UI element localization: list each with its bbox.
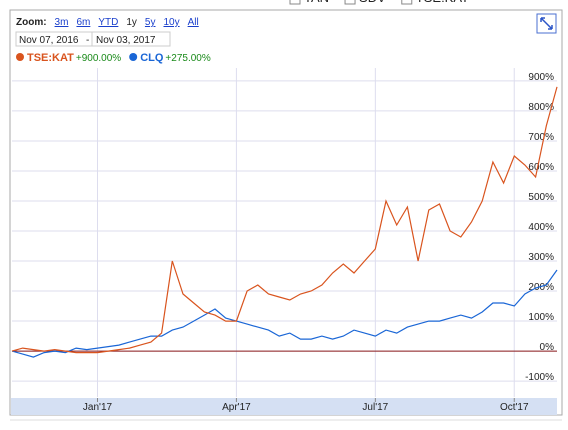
legend-change: +900.00% (76, 53, 121, 64)
zoom-option[interactable]: 10y (163, 17, 179, 28)
y-tick-label: 600% (528, 162, 554, 173)
symbol-checkbox[interactable] (401, 0, 413, 5)
x-tick-label: Oct'17 (500, 402, 529, 413)
x-tick-label: Apr'17 (222, 402, 251, 413)
y-tick-label: 700% (528, 132, 554, 143)
legend-marker (16, 53, 24, 61)
legend-label: CLQ (140, 52, 164, 64)
navigator (11, 398, 557, 415)
x-tick-label: Jul'17 (362, 402, 388, 413)
legend-change: +275.00% (165, 53, 210, 64)
symbol-label: TAN (304, 0, 329, 5)
expand-icon (540, 17, 553, 30)
legend-label: TSE:KAT (27, 52, 74, 64)
zoom-option[interactable]: 3m (55, 17, 69, 28)
y-tick-label: 800% (528, 102, 554, 113)
legend-marker (129, 53, 138, 61)
zoom-option[interactable]: All (188, 17, 199, 28)
symbol-label: SDV (359, 0, 386, 5)
y-tick-label: 300% (528, 252, 554, 263)
y-tick-label: 500% (528, 192, 554, 203)
y-tick-label: 400% (528, 222, 554, 233)
y-tick-label: 0% (540, 342, 555, 353)
symbol-checkbox[interactable] (289, 0, 301, 5)
symbol-checkbox[interactable] (344, 0, 356, 5)
zoom-option[interactable]: 1y (126, 17, 137, 28)
series-line (11, 86, 558, 354)
y-tick-label: 200% (528, 282, 554, 293)
zoom-label: Zoom: (16, 17, 47, 28)
series-line (11, 269, 558, 358)
y-tick-label: -100% (525, 372, 554, 383)
frame (9, 9, 563, 416)
y-tick-label: 900% (528, 72, 554, 83)
x-tick-label: Jan'17 (83, 402, 113, 413)
zoom-option[interactable]: YTD (98, 17, 118, 28)
y-tick-label: 100% (528, 312, 554, 323)
end-date-box[interactable] (91, 31, 171, 47)
start-date: Nov 07, 2016 (19, 35, 79, 46)
zoom-option[interactable]: 6m (76, 17, 90, 28)
date-separator: - (86, 35, 89, 46)
symbol-label: TSE:KAT (416, 0, 469, 5)
zoom-option[interactable]: 5y (145, 17, 156, 28)
end-date: Nov 03, 2017 (96, 35, 156, 46)
